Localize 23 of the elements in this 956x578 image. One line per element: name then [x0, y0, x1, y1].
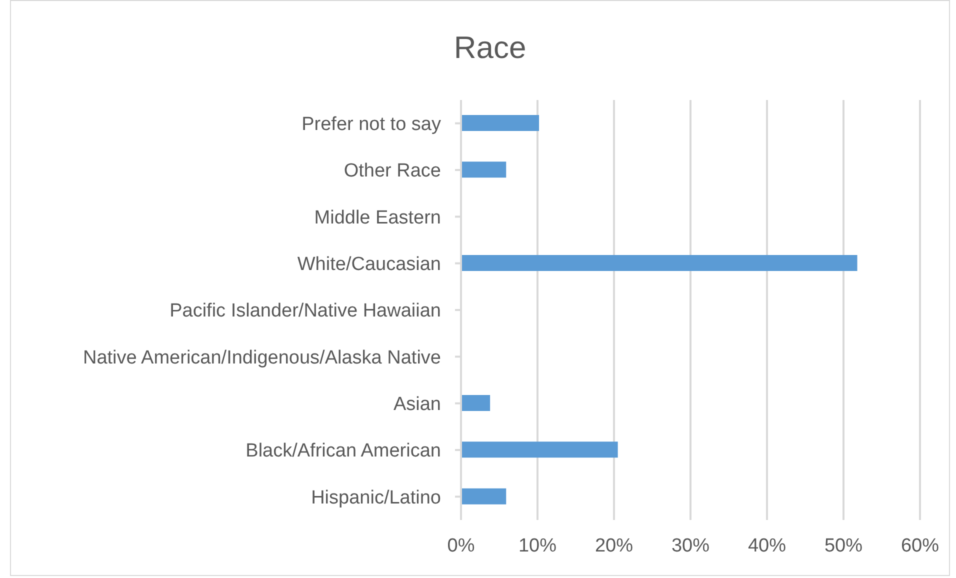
x-tick-label: 0%	[447, 535, 475, 556]
y-tick-label: White/Caucasian	[297, 254, 441, 276]
bar	[461, 255, 858, 271]
x-tick-label: 30%	[671, 535, 710, 556]
y-tick-label: Native American/Indigenous/Alaska Native	[82, 347, 441, 368]
y-tick-label: Asian	[393, 394, 441, 416]
chart-title: Race	[452, 30, 528, 66]
bar	[461, 395, 490, 411]
x-tick-label: 20%	[594, 535, 634, 556]
x-tick-label: 40%	[748, 535, 786, 556]
x-tick-label: 60%	[900, 535, 940, 556]
x-tick-label: 50%	[824, 535, 863, 556]
y-tick-label: Prefer not to say	[302, 114, 442, 136]
y-tick-label: Pacific Islander/Native Hawaiian	[170, 300, 441, 322]
bar	[461, 162, 506, 178]
x-tick-label: 10%	[518, 535, 557, 556]
y-tick-label: Other Race	[344, 160, 441, 182]
bar	[461, 488, 506, 504]
y-tick-label: Middle Eastern	[314, 207, 441, 228]
y-tick-label: Hispanic/Latino	[311, 487, 441, 508]
bar	[461, 442, 618, 458]
bar	[461, 115, 540, 131]
y-tick-label: Black/African American	[246, 440, 441, 462]
